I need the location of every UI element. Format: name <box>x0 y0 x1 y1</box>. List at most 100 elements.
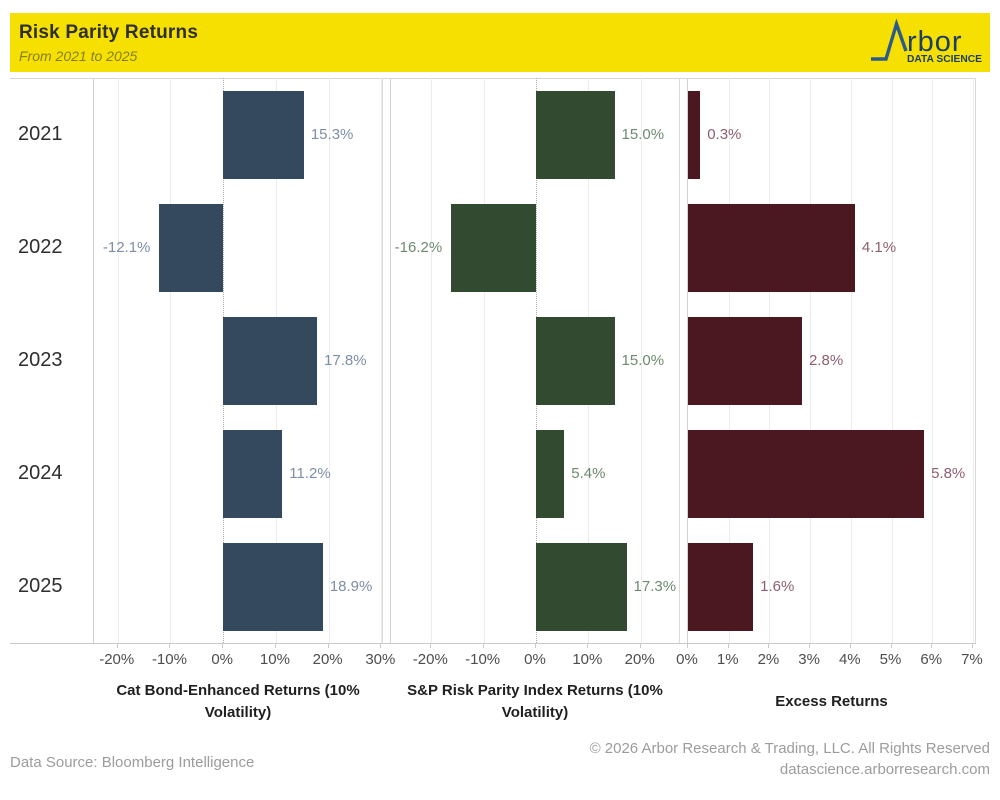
tick-label: 0% <box>211 651 234 668</box>
axis-tick <box>535 643 536 648</box>
year-label: 2025 <box>18 575 63 597</box>
bar[interactable] <box>451 203 536 292</box>
bar[interactable] <box>688 316 802 405</box>
gridline <box>932 78 934 643</box>
bar[interactable] <box>536 90 615 179</box>
tick-label: 20% <box>624 651 655 668</box>
bar[interactable] <box>223 429 283 518</box>
footer-credits: © 2026 Arbor Research & Trading, LLC. Al… <box>590 738 990 780</box>
tick-label: 3% <box>798 651 820 668</box>
data-source-note: Data Source: Bloomberg Intelligence <box>10 754 255 771</box>
bar[interactable] <box>536 429 565 518</box>
gridline <box>891 78 893 643</box>
axis-tick <box>687 643 688 648</box>
axis-tick <box>430 643 432 648</box>
tick-label: 0% <box>524 651 546 668</box>
bar[interactable] <box>688 429 925 518</box>
gridline <box>328 78 330 643</box>
page-title: Risk Parity Returns <box>19 22 199 43</box>
tick-label: 30% <box>365 651 396 668</box>
plot-area: 0.3% 4.1% 2.8% 5.8% 1.6% <box>687 78 976 643</box>
year-axis: 2021 2022 2023 2024 2025 <box>10 78 93 643</box>
arbor-logo-word: rbor <box>907 26 963 58</box>
dashboard-header: Risk Parity Returns From 2021 to 2025 rb… <box>10 13 990 72</box>
bar[interactable] <box>536 542 627 631</box>
axis-tick <box>116 643 118 648</box>
axis-tick <box>931 643 933 648</box>
tick-label: -10% <box>465 651 501 668</box>
plot-area: 15.3% -12.1% 17.8% 11.2% 18.9% <box>93 78 383 643</box>
bar-value-label: 5.4% <box>571 465 606 482</box>
tick-label: -20% <box>412 651 448 668</box>
axis-tick <box>849 643 851 648</box>
x-axis-line <box>10 643 976 644</box>
year-label: 2024 <box>18 462 63 484</box>
bar-value-label: 0.3% <box>707 126 742 143</box>
bar-value-label: 5.8% <box>931 465 966 482</box>
bar[interactable] <box>688 203 855 292</box>
tick-label: 20% <box>312 651 343 668</box>
bar[interactable] <box>688 542 754 631</box>
year-label: 2023 <box>18 349 63 371</box>
tick-label: 10% <box>259 651 290 668</box>
arbor-logo-svg: rbor DATA SCIENCE <box>871 18 982 65</box>
axis-tick <box>222 643 224 648</box>
axis-tick <box>727 643 729 648</box>
chart-top-border <box>10 78 976 79</box>
risk-parity-chart: 2021 2022 2023 2024 2025 15.3% -12.1% 17.8% 11.… <box>10 78 983 728</box>
copyright-text: © 2026 Arbor Research & Trading, LLC. Al… <box>589 740 990 757</box>
tick-label: 2% <box>757 651 780 668</box>
axis-tick <box>587 643 589 648</box>
chart-panel: 0.3% 4.1% 2.8% 5.8% 1.6% 0% 1% 2% 3% 4% 5% 6% 7% Exce… <box>676 78 983 728</box>
gridline <box>431 78 433 643</box>
tick-label: 1% <box>716 651 739 668</box>
axis-title: Cat Bond-Enhanced Returns (10% Volatilit… <box>116 682 360 721</box>
bar[interactable] <box>223 316 318 405</box>
page-subtitle: From 2021 to 2025 <box>19 48 138 64</box>
bar[interactable] <box>223 542 323 631</box>
bar[interactable] <box>536 316 615 405</box>
arbor-logo-tagline: DATA SCIENCE <box>907 53 982 64</box>
tick-label: 6% <box>920 651 943 668</box>
gridline <box>483 78 485 643</box>
arbor-logo: rbor DATA SCIENCE <box>868 18 984 69</box>
axis-tick <box>768 643 770 648</box>
bar[interactable] <box>688 90 701 179</box>
axis-tick <box>482 643 484 648</box>
tick-label: -20% <box>99 651 135 668</box>
bar-value-label: 4.1% <box>861 239 897 256</box>
bar-value-label: 1.6% <box>760 578 795 595</box>
bar[interactable] <box>159 203 224 292</box>
gridline <box>170 78 172 643</box>
arbor-logo-a-mark <box>871 18 908 61</box>
bar-value-label: 2.8% <box>808 352 844 369</box>
axis-tick <box>639 643 641 648</box>
bar-value-label: 15.0% <box>621 352 665 369</box>
bar-value-label: 15.3% <box>310 126 354 143</box>
axis-tick <box>809 643 811 648</box>
chart-panel: 15.3% -12.1% 17.8% 11.2% 18.9% -20% -10% 0% 10% 2… <box>93 78 395 728</box>
bar-value-label: 17.3% <box>633 578 677 595</box>
year-label: 2022 <box>18 236 63 258</box>
gridline <box>810 78 812 643</box>
bar-value-label: 17.8% <box>324 352 367 369</box>
bar-value-label: 15.0% <box>621 126 665 143</box>
bar-value-label: 18.9% <box>329 578 373 595</box>
bar[interactable] <box>223 90 304 179</box>
gridline <box>850 78 852 643</box>
tick-label: 0% <box>676 651 698 668</box>
tick-label: 10% <box>572 651 603 668</box>
year-label: 2021 <box>18 123 63 145</box>
plot-area: 15.0% -16.2% 15.0% 5.4% 17.3% <box>390 78 680 643</box>
axis-tick <box>327 643 329 648</box>
axis-tick <box>380 643 382 648</box>
website-text: datascience.arborresearch.com <box>779 761 990 778</box>
axis-tick <box>971 643 973 648</box>
gridline <box>972 78 974 643</box>
tick-label: 4% <box>838 651 861 668</box>
bar-value-label: 11.2% <box>289 465 331 482</box>
bar-value-label: -16.2% <box>394 239 443 256</box>
tick-label: -10% <box>151 651 187 668</box>
axis-title: S&P Risk Parity Index Returns (10% Volat… <box>407 682 663 721</box>
bar-value-label: -12.1% <box>102 239 151 256</box>
